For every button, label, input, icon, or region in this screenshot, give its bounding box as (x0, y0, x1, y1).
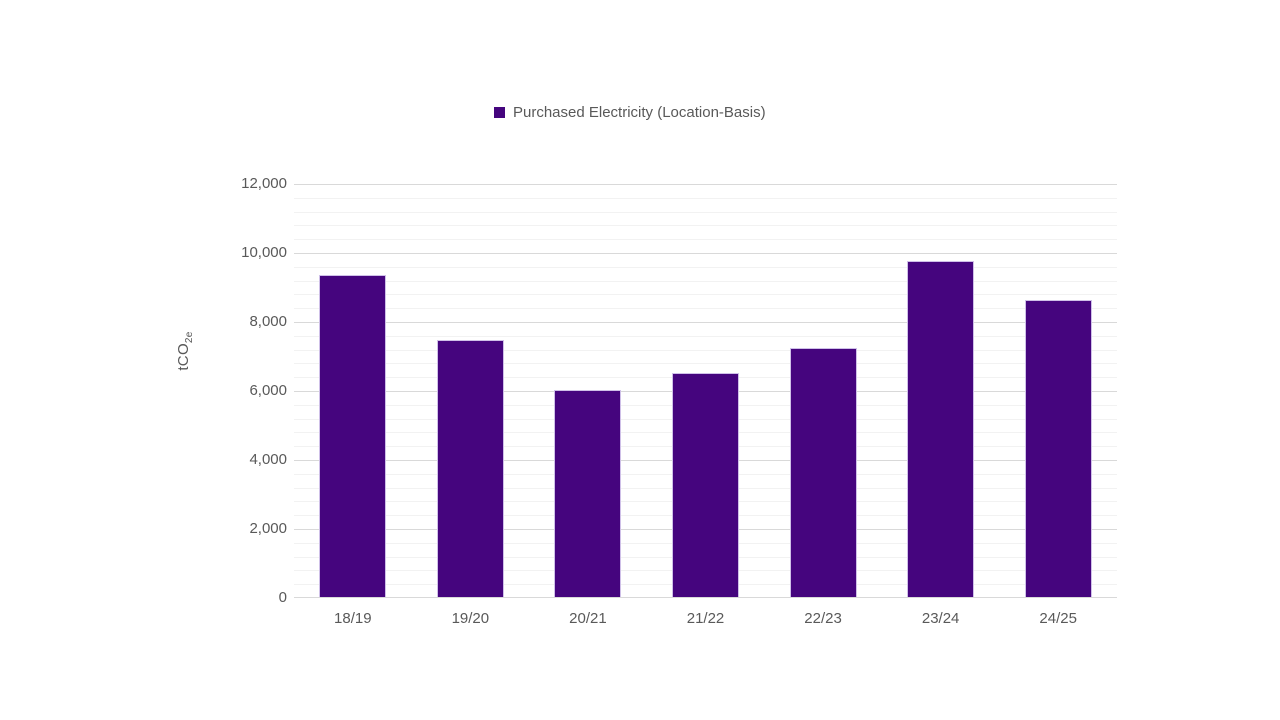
y-tick-label: 2,000 (249, 520, 287, 537)
x-tick-label: 20/21 (569, 610, 607, 627)
legend-label: Purchased Electricity (Location-Basis) (513, 104, 766, 121)
gridline-minor (294, 280, 1117, 282)
x-tick-label: 22/23 (804, 610, 842, 627)
gridline-major (294, 322, 1117, 323)
bar-23-24[interactable] (907, 261, 975, 597)
x-tick-label: 19/20 (451, 610, 490, 627)
bar-22-23[interactable] (789, 347, 857, 597)
y-axis-labels: 0 2,000 4,000 6,000 8,000 10,000 12,000 (170, 175, 287, 606)
y-tick-label: 4,000 (249, 451, 287, 468)
gridline-minor (294, 197, 1117, 199)
bar-24-25[interactable] (1024, 299, 1092, 597)
gridline-minor (294, 266, 1117, 268)
legend[interactable]: Purchased Electricity (Location-Basis) (494, 104, 766, 121)
bar-18-19[interactable] (319, 275, 387, 597)
plot-area (294, 184, 1117, 598)
y-tick-label: 8,000 (249, 313, 287, 330)
y-tick-label: 12,000 (241, 175, 287, 192)
gridline-minor (294, 308, 1117, 310)
gridline-minor (294, 349, 1117, 351)
gridline-minor (294, 335, 1117, 337)
x-tick-label: 23/24 (921, 610, 960, 627)
gridline-major (294, 253, 1117, 254)
gridline-minor (294, 211, 1117, 213)
gridline-minor (294, 225, 1117, 227)
y-tick-label: 6,000 (249, 382, 287, 399)
x-axis-labels: 18/19 19/20 20/21 21/22 22/23 23/24 24/25 (294, 607, 1117, 633)
gridline-minor (294, 363, 1117, 365)
y-tick-label: 10,000 (241, 244, 287, 261)
gridline-major (294, 184, 1117, 185)
gridline-minor (294, 294, 1117, 296)
y-tick-label: 0 (278, 589, 287, 606)
bar-20-21[interactable] (554, 390, 622, 597)
x-tick-label: 18/19 (334, 610, 372, 627)
gridline-minor (294, 239, 1117, 241)
x-tick-label: 21/22 (686, 610, 725, 627)
bar-19-20[interactable] (436, 339, 504, 597)
legend-swatch-icon (494, 107, 505, 118)
bar-21-22[interactable] (672, 372, 739, 597)
x-tick-label: 24/25 (1039, 610, 1077, 627)
